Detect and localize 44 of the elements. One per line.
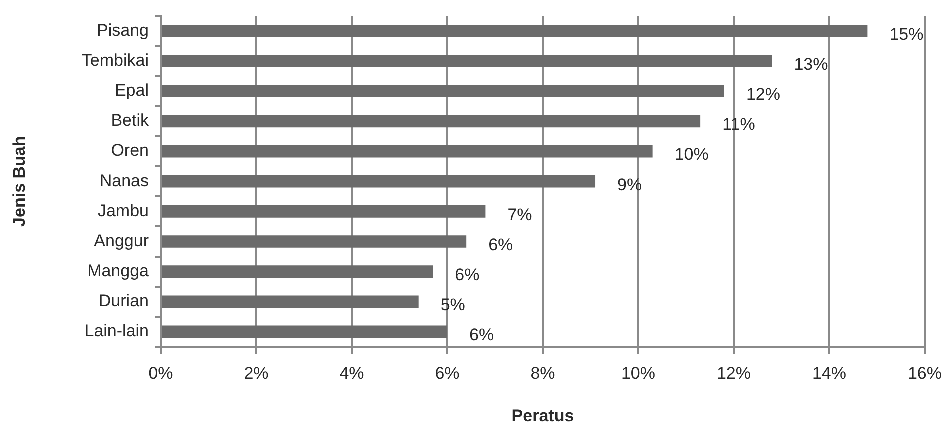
data-label: 6% [455, 266, 480, 285]
data-label: 11% [722, 115, 756, 134]
x-tick-label: 10% [621, 364, 656, 383]
bar [162, 145, 653, 158]
y-tick-label: Betik [111, 111, 150, 130]
data-label: 5% [440, 296, 466, 315]
x-tick-label: 2% [244, 364, 269, 383]
y-tick-label: Lain-lain [84, 322, 149, 341]
x-tick-label: 14% [812, 364, 847, 383]
y-tick-label: Oren [111, 141, 149, 160]
data-label: 10% [674, 145, 709, 164]
bar [162, 236, 467, 248]
x-tick-label: 16% [908, 364, 942, 383]
data-label: 6% [488, 235, 514, 254]
data-label: 12% [746, 85, 780, 104]
y-tick-label: Nanas [100, 171, 149, 190]
bar [162, 55, 772, 68]
bar [162, 115, 701, 128]
x-tick-label: 12% [716, 364, 752, 383]
bar [162, 296, 419, 308]
bar [162, 175, 596, 188]
y-tick-label: Jambu [98, 201, 149, 220]
bar [162, 266, 434, 278]
bar [162, 85, 724, 98]
data-label: 13% [794, 54, 828, 74]
y-tick-label: Tembikai [82, 50, 149, 70]
x-tick-label: 6% [435, 364, 460, 383]
x-tick-label: 8% [530, 364, 556, 383]
y-tick-label: Anggur [94, 231, 150, 250]
y-tick-label: Durian [98, 292, 149, 311]
x-axis-title: Peratus [512, 406, 574, 426]
x-tick-label: 4% [340, 364, 364, 383]
x-tick-label: 0% [148, 364, 174, 383]
y-tick-label: Pisang [97, 20, 149, 40]
data-label: 7% [508, 205, 532, 224]
data-label: 15% [890, 24, 924, 44]
bar [162, 326, 448, 338]
y-tick-label: Mangga [88, 262, 150, 281]
y-tick-label: Epal [114, 81, 149, 100]
bar [162, 206, 486, 218]
y-axis-title: Jenis Buah [10, 136, 29, 227]
data-label: 9% [618, 175, 642, 194]
data-label: 6% [469, 326, 494, 345]
bar [162, 25, 868, 38]
